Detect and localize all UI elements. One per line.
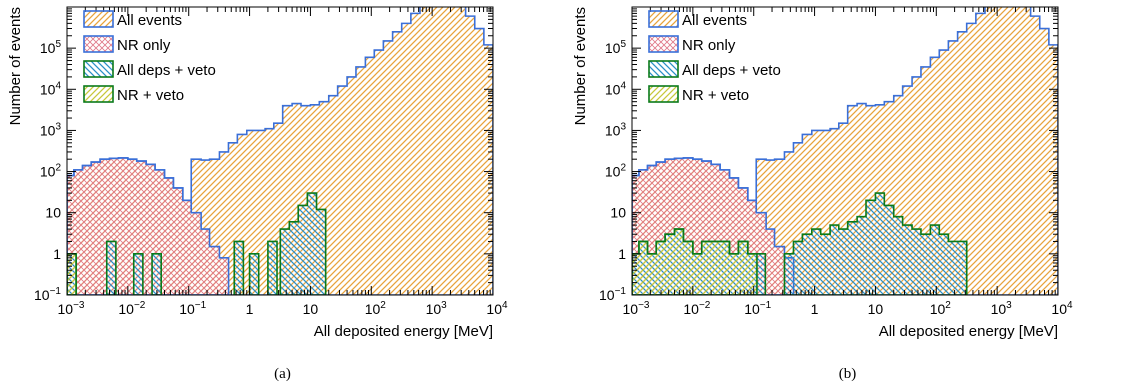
caption-b: (b) [838,366,857,382]
legend-label: All deps + veto [682,62,781,79]
tick-label: 104 [605,80,627,97]
tick-label: 10 [868,301,884,317]
tick-label: 104 [40,80,62,97]
legend-swatch [83,10,114,28]
tick-label: 1 [53,246,61,262]
tick-label: 10 [45,205,61,221]
histogram-b: 10−3 10−2 10−1 1 10 102 103 10410−1110102103104… [572,6,1073,340]
tick-label: 103 [40,121,62,138]
tick-label: 10−3 [58,300,85,317]
y-axis-label: Number of events [572,7,589,125]
legend-label: All events [117,12,182,29]
tick-label: 102 [365,300,387,317]
tick-label: 10−2 [683,300,710,317]
tick-label: 1 [246,301,254,317]
tick-label: 105 [605,39,627,56]
tick-label: 10−1 [179,300,206,317]
legend-swatch [648,85,679,103]
tick-label: 105 [40,39,62,56]
tick-label: 104 [486,300,508,317]
tick-label: 102 [605,163,627,180]
series-nr-veto-histogram [67,253,77,295]
x-axis-label: All deposited energy [MeV] [314,323,493,340]
legend-label: All deps + veto [117,62,216,79]
tick-label: 1 [811,301,819,317]
x-axis-label: All deposited energy [MeV] [879,323,1058,340]
legend-label: All events [682,12,747,29]
tick-label: 103 [605,121,627,138]
tick-label: 102 [40,163,62,180]
tick-label: 10 [303,301,319,317]
tick-label: 10−1 [744,300,771,317]
caption-a: (a) [274,366,291,382]
legend-swatch [648,35,679,53]
legend: All events NR only All deps + veto NR + vet… [648,10,781,104]
histogram-a: 10−3 10−2 10−1 1 10 102 103 10410−1110102103104… [7,6,508,340]
series-nr-veto-histogram [632,228,758,295]
y-axis-label: Number of events [7,7,24,125]
tick-label: 10−2 [118,300,145,317]
histogram-panel-b: 10−3 10−2 10−1 1 10 102 103 104 10−1 1 10 102 103 104… [565,0,1130,391]
tick-label: 10−3 [623,300,650,317]
tick-label: 104 [1051,300,1073,317]
tick-label: 1 [618,246,626,262]
legend-swatch [83,85,114,103]
histogram-panel-a: 10−3 10−2 10−1 1 10 102 103 104 10−1 1 10 102 103 104… [7,6,508,382]
legend-label: NR only [117,37,171,54]
legend-label: NR only [682,37,736,54]
legend-swatch [648,60,679,78]
tick-label: 102 [930,300,952,317]
tick-label: 10 [610,205,626,221]
legend: All events NR only All deps + veto NR + vet… [83,10,216,104]
legend-swatch [83,60,114,78]
legend-swatch [648,10,679,28]
legend-swatch [83,35,114,53]
legend-label: NR + veto [117,87,184,104]
plot-frame [66,6,494,296]
legend-label: NR + veto [682,87,749,104]
tick-label: 103 [426,300,448,317]
plot-frame [631,6,1059,296]
tick-label: 103 [991,300,1013,317]
